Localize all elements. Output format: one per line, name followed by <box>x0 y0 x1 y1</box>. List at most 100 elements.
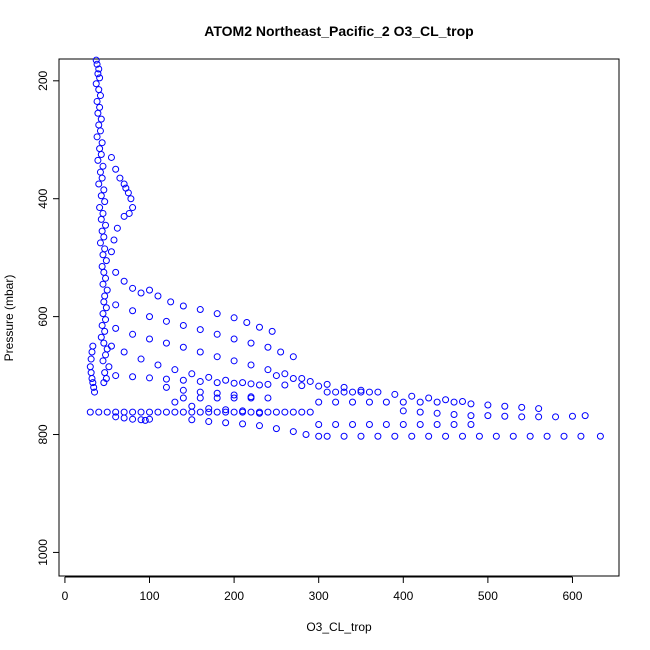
data-point <box>129 307 137 315</box>
data-point <box>247 393 255 401</box>
data-point <box>94 70 102 78</box>
data-point <box>162 339 170 347</box>
data-point <box>552 413 560 421</box>
data-point <box>340 388 348 396</box>
data-point <box>127 195 135 203</box>
x-tick-label: 500 <box>478 589 498 603</box>
data-point <box>365 398 373 406</box>
data-point <box>112 324 120 332</box>
data-point <box>247 408 255 416</box>
data-point <box>340 432 348 440</box>
data-point <box>306 408 314 416</box>
data-point <box>247 380 255 388</box>
data-point <box>101 327 109 335</box>
data-point <box>98 139 106 147</box>
data-point <box>535 413 543 421</box>
data-point <box>96 145 104 153</box>
data-point <box>107 248 115 256</box>
data-point <box>94 156 102 164</box>
data-point <box>230 357 238 365</box>
data-point <box>96 92 104 100</box>
data-point <box>230 408 238 416</box>
data-point <box>332 420 340 428</box>
x-tick-label: 300 <box>309 589 329 603</box>
data-point <box>332 398 340 406</box>
data-point <box>112 372 120 380</box>
data-point <box>129 408 137 416</box>
data-point <box>96 239 104 247</box>
data-point <box>100 379 108 387</box>
data-point <box>264 394 272 402</box>
data-point <box>113 224 121 232</box>
data-point <box>103 408 111 416</box>
data-point <box>281 370 289 378</box>
data-point <box>272 372 280 380</box>
x-axis: 0 100 200 300 400 500 600 <box>62 576 583 603</box>
data-point <box>100 186 108 194</box>
data-point <box>102 304 110 312</box>
data-point <box>99 357 107 365</box>
data-point <box>247 339 255 347</box>
data-point <box>196 377 204 385</box>
data-point <box>560 432 568 440</box>
data-point <box>255 422 263 430</box>
data-point <box>89 342 97 350</box>
data-point <box>323 432 331 440</box>
data-point <box>141 416 149 424</box>
data-point <box>88 348 96 356</box>
data-point <box>99 251 107 259</box>
data-point <box>222 419 230 427</box>
data-point <box>101 245 109 253</box>
data-point <box>382 420 390 428</box>
data-point <box>120 414 128 422</box>
data-point <box>99 280 107 288</box>
data-point <box>374 388 382 396</box>
data-point <box>382 398 390 406</box>
data-point <box>501 402 509 410</box>
data-point <box>87 355 95 363</box>
data-point <box>99 209 107 217</box>
data-point <box>171 398 179 406</box>
data-point <box>86 408 94 416</box>
data-point <box>349 398 357 406</box>
data-point <box>96 204 104 212</box>
data-point <box>167 298 175 306</box>
data-point <box>179 302 187 310</box>
x-tick-label: 0 <box>62 589 69 603</box>
data-point <box>450 398 458 406</box>
data-point <box>222 406 230 414</box>
data-point <box>230 335 238 343</box>
data-point <box>596 432 604 440</box>
chart-title: ATOM2 Northeast_Pacific_2 O3_CL_trop <box>204 23 473 39</box>
data-point <box>332 388 340 396</box>
data-point <box>103 345 111 353</box>
data-point <box>315 382 323 390</box>
data-point <box>467 420 475 428</box>
data-point <box>459 398 467 406</box>
data-point <box>97 192 105 200</box>
data-point <box>230 314 238 322</box>
data-point <box>93 133 101 141</box>
data-point <box>416 398 424 406</box>
x-axis-label: O3_CL_trop <box>306 620 372 634</box>
data-point <box>205 373 213 381</box>
data-point <box>162 317 170 325</box>
data-point <box>450 420 458 428</box>
y-tick-label: 400 <box>36 188 50 208</box>
data-point <box>289 353 297 361</box>
data-point <box>146 374 154 382</box>
data-point <box>154 292 162 300</box>
data-point <box>124 189 132 197</box>
data-point <box>433 420 441 428</box>
data-point <box>188 402 196 410</box>
data-point <box>137 289 145 297</box>
x-tick-label: 400 <box>393 589 413 603</box>
data-point <box>112 413 120 421</box>
data-point <box>349 420 357 428</box>
data-point <box>298 382 306 390</box>
data-point <box>102 274 110 282</box>
data-point <box>568 412 576 420</box>
data-point <box>93 97 101 105</box>
data-point <box>365 388 373 396</box>
data-point <box>112 301 120 309</box>
